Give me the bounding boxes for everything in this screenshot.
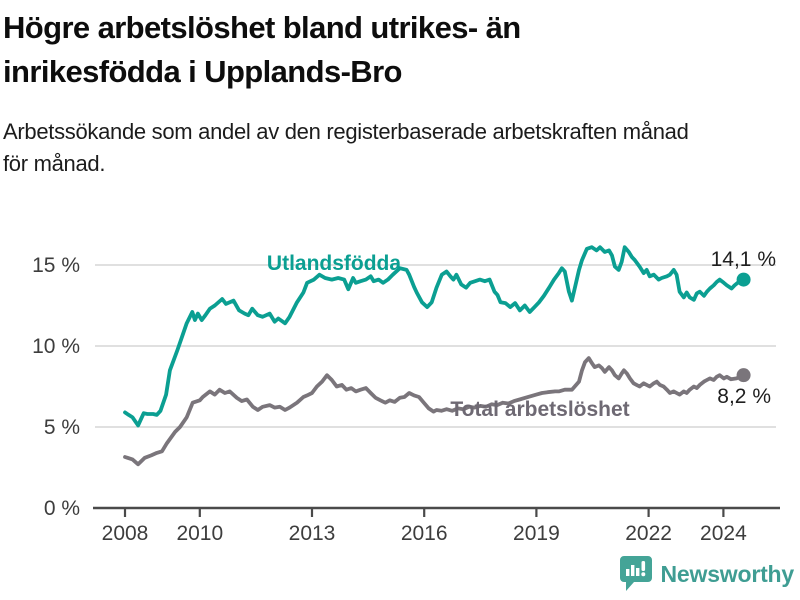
bar-small bbox=[625, 569, 629, 576]
x-axis-tick-label: 2024 bbox=[700, 522, 747, 545]
y-axis-tick-label: 10 % bbox=[32, 335, 80, 358]
series-end-value-total: 8,2 % bbox=[717, 385, 771, 408]
y-axis-tick-label: 5 % bbox=[44, 416, 80, 439]
x-axis-tick-label: 2016 bbox=[401, 522, 448, 545]
y-axis-tick-label: 0 % bbox=[44, 497, 80, 520]
brand-footer: Newsworthy bbox=[619, 554, 794, 594]
subtitle-line-1: Arbetssökande som andel av den registerb… bbox=[3, 119, 689, 144]
title-line-1: Högre arbetslöshet bland utrikes- än bbox=[3, 10, 521, 45]
bar-chart-speech-bubble-icon bbox=[619, 556, 652, 591]
series-end-dot-total bbox=[736, 368, 751, 383]
x-axis-tick-label: 2010 bbox=[176, 522, 223, 545]
title-line-2: inrikesfödda i Upplands-Bro bbox=[3, 54, 403, 89]
series-line-total bbox=[123, 356, 746, 467]
series-end-dot-utlandsfodda bbox=[736, 272, 751, 287]
y-axis-tick-label: 15 % bbox=[32, 254, 80, 277]
series-line-utlandsfodda bbox=[123, 245, 746, 428]
x-axis-tick-label: 2022 bbox=[625, 522, 672, 545]
page-title: Högre arbetslöshet bland utrikes- än inr… bbox=[3, 6, 763, 94]
bar-large bbox=[630, 565, 634, 576]
x-axis-tick-label: 2008 bbox=[102, 522, 149, 545]
exclamation-dot bbox=[640, 572, 645, 577]
series-label-utlandsfodda: Utlandsfödda bbox=[267, 252, 401, 275]
exclamation-bar bbox=[641, 561, 645, 571]
series-end-value-utlandsfodda: 14,1 % bbox=[711, 248, 776, 271]
x-axis-tick-label: 2019 bbox=[513, 522, 560, 545]
bar-medium bbox=[635, 568, 639, 576]
subtitle-line-2: för månad. bbox=[3, 151, 106, 176]
brand-name: Newsworthy bbox=[660, 560, 795, 587]
x-axis-tick-label: 2013 bbox=[289, 522, 336, 545]
chart-subtitle: Arbetssökande som andel av den registerb… bbox=[3, 116, 793, 180]
series-label-total: Total arbetslöshet bbox=[450, 398, 629, 421]
